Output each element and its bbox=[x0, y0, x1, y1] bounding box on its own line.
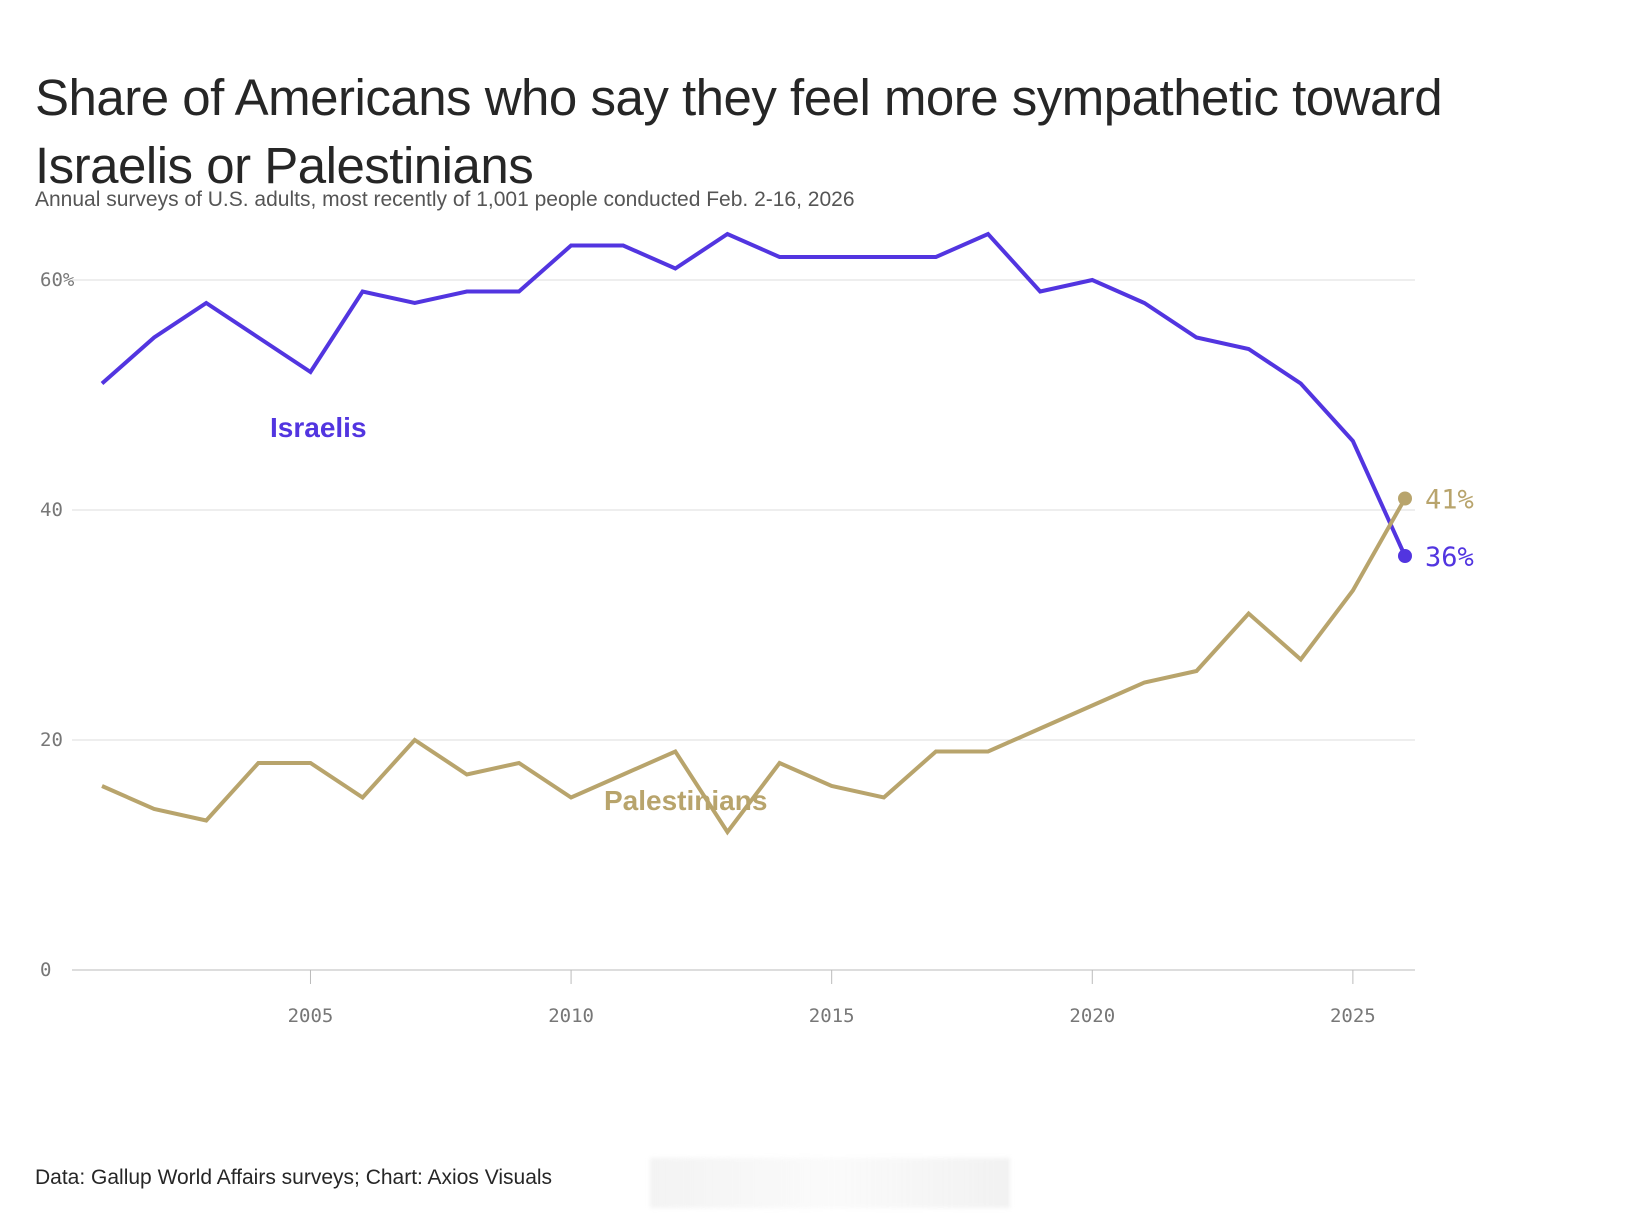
series-labels: 36% 41% Israelis Palestinians bbox=[270, 412, 1474, 816]
y-tick-label: 60% bbox=[40, 269, 75, 291]
endpoint-israelis bbox=[1398, 549, 1412, 563]
blurred-watermark bbox=[650, 1158, 1010, 1208]
series-label-palestinians: Palestinians bbox=[604, 785, 767, 816]
x-tick-label: 2015 bbox=[809, 1005, 855, 1027]
series-label-israelis: Israelis bbox=[270, 412, 367, 443]
series-line-palestinians bbox=[101, 497, 1407, 836]
end-label-israelis: 36% bbox=[1425, 542, 1474, 573]
y-tick-label: 0 bbox=[40, 959, 51, 981]
endpoint-palestinians bbox=[1398, 491, 1412, 506]
x-tick-label: 2005 bbox=[288, 1005, 334, 1027]
x-tick-label: 2025 bbox=[1330, 1005, 1376, 1027]
y-tick-label: 20 bbox=[40, 729, 63, 751]
axes: 0 20 40 60% 2005 2010 2015 2020 2025 bbox=[40, 269, 1376, 1027]
chart-subtitle: Annual surveys of U.S. adults, most rece… bbox=[35, 188, 855, 211]
chart-title: Share of Americans who say they feel mor… bbox=[35, 69, 1443, 195]
gridlines bbox=[72, 279, 1415, 971]
x-tick-label: 2020 bbox=[1069, 1005, 1115, 1027]
series-lines bbox=[100, 231, 1412, 836]
end-label-palestinians: 41% bbox=[1425, 485, 1474, 516]
y-tick-label: 40 bbox=[40, 499, 63, 521]
series-line-israelis bbox=[100, 231, 1407, 557]
x-tick-label: 2010 bbox=[548, 1005, 594, 1027]
source-note: Data: Gallup World Affairs surveys; Char… bbox=[35, 1166, 553, 1189]
